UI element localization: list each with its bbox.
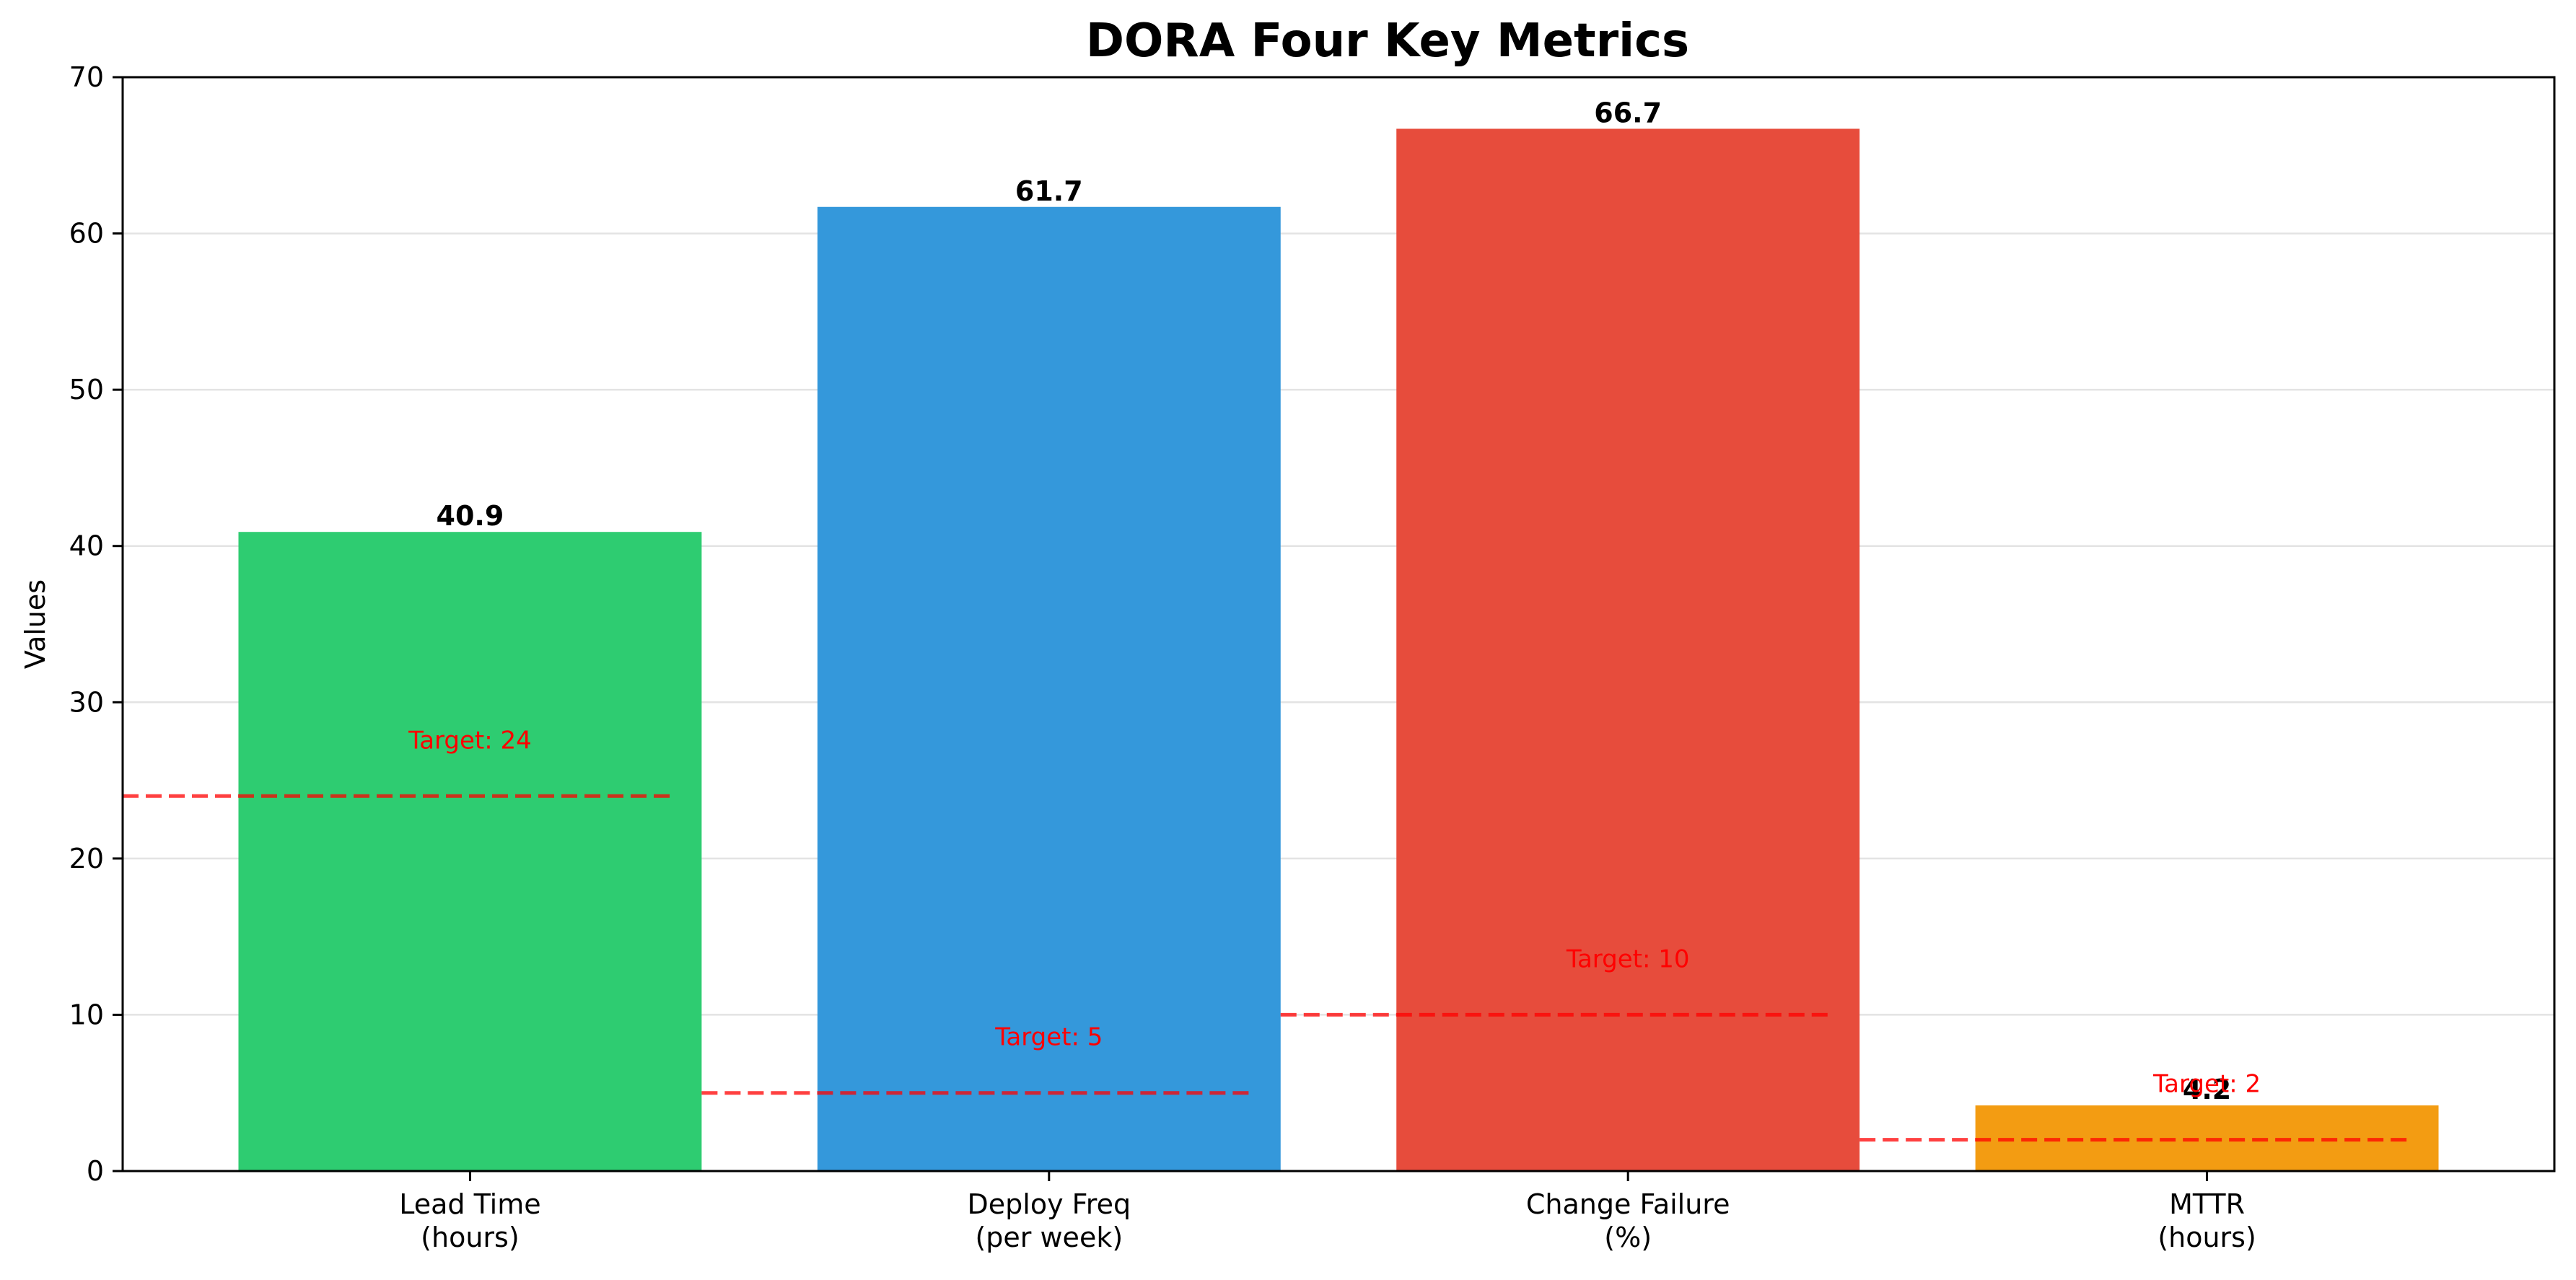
bar [1396,128,1860,1172]
value-label: 4.2 [2183,1074,2231,1105]
y-tick-label: 10 [69,999,104,1030]
y-tick-label: 50 [69,374,104,406]
x-tick-label: Change Failure [1526,1188,1730,1220]
bar [817,206,1281,1171]
y-tick-label: 0 [87,1155,104,1187]
y-axis: 0 10 20 30 40 50 60 70 [69,61,123,1187]
x-tick-label: (%) [1604,1222,1652,1253]
value-label: 66.7 [1594,97,1662,128]
y-tick-label: 40 [69,530,104,562]
bar [238,532,702,1171]
value-label: 40.9 [437,500,504,532]
target-label: Target: 24 [408,726,532,755]
x-axis: Lead Time(hours)Deploy Freq(per week)Cha… [399,1171,2256,1253]
bars [238,128,2439,1172]
x-tick-label: (per week) [975,1222,1123,1253]
target-label: Target: 5 [994,1023,1103,1052]
x-tick-label: (hours) [421,1222,520,1253]
x-tick-label: Deploy Freq [968,1188,1131,1220]
value-label: 61.7 [1015,175,1083,207]
plot-frame [121,76,2556,1172]
y-tick-label: 60 [69,218,104,250]
x-tick-label: (hours) [2157,1222,2256,1253]
x-tick-label: Lead Time [399,1188,540,1220]
target-label: Target: 10 [1566,944,1690,973]
y-tick-label: 70 [69,61,104,93]
y-tick-label: 30 [69,686,104,718]
value-labels: 40.9 Target: 24 61.7 Target: 5 66.7 Target: 1… [408,97,2261,1105]
target-label: Target: 2 [2152,1070,2261,1099]
y-tick-label: 20 [69,843,104,874]
chart-title: DORA Four Key Metrics [1086,14,1689,68]
y-axis-label: Values [19,579,51,669]
x-tick-label: MTTR [2169,1188,2245,1220]
